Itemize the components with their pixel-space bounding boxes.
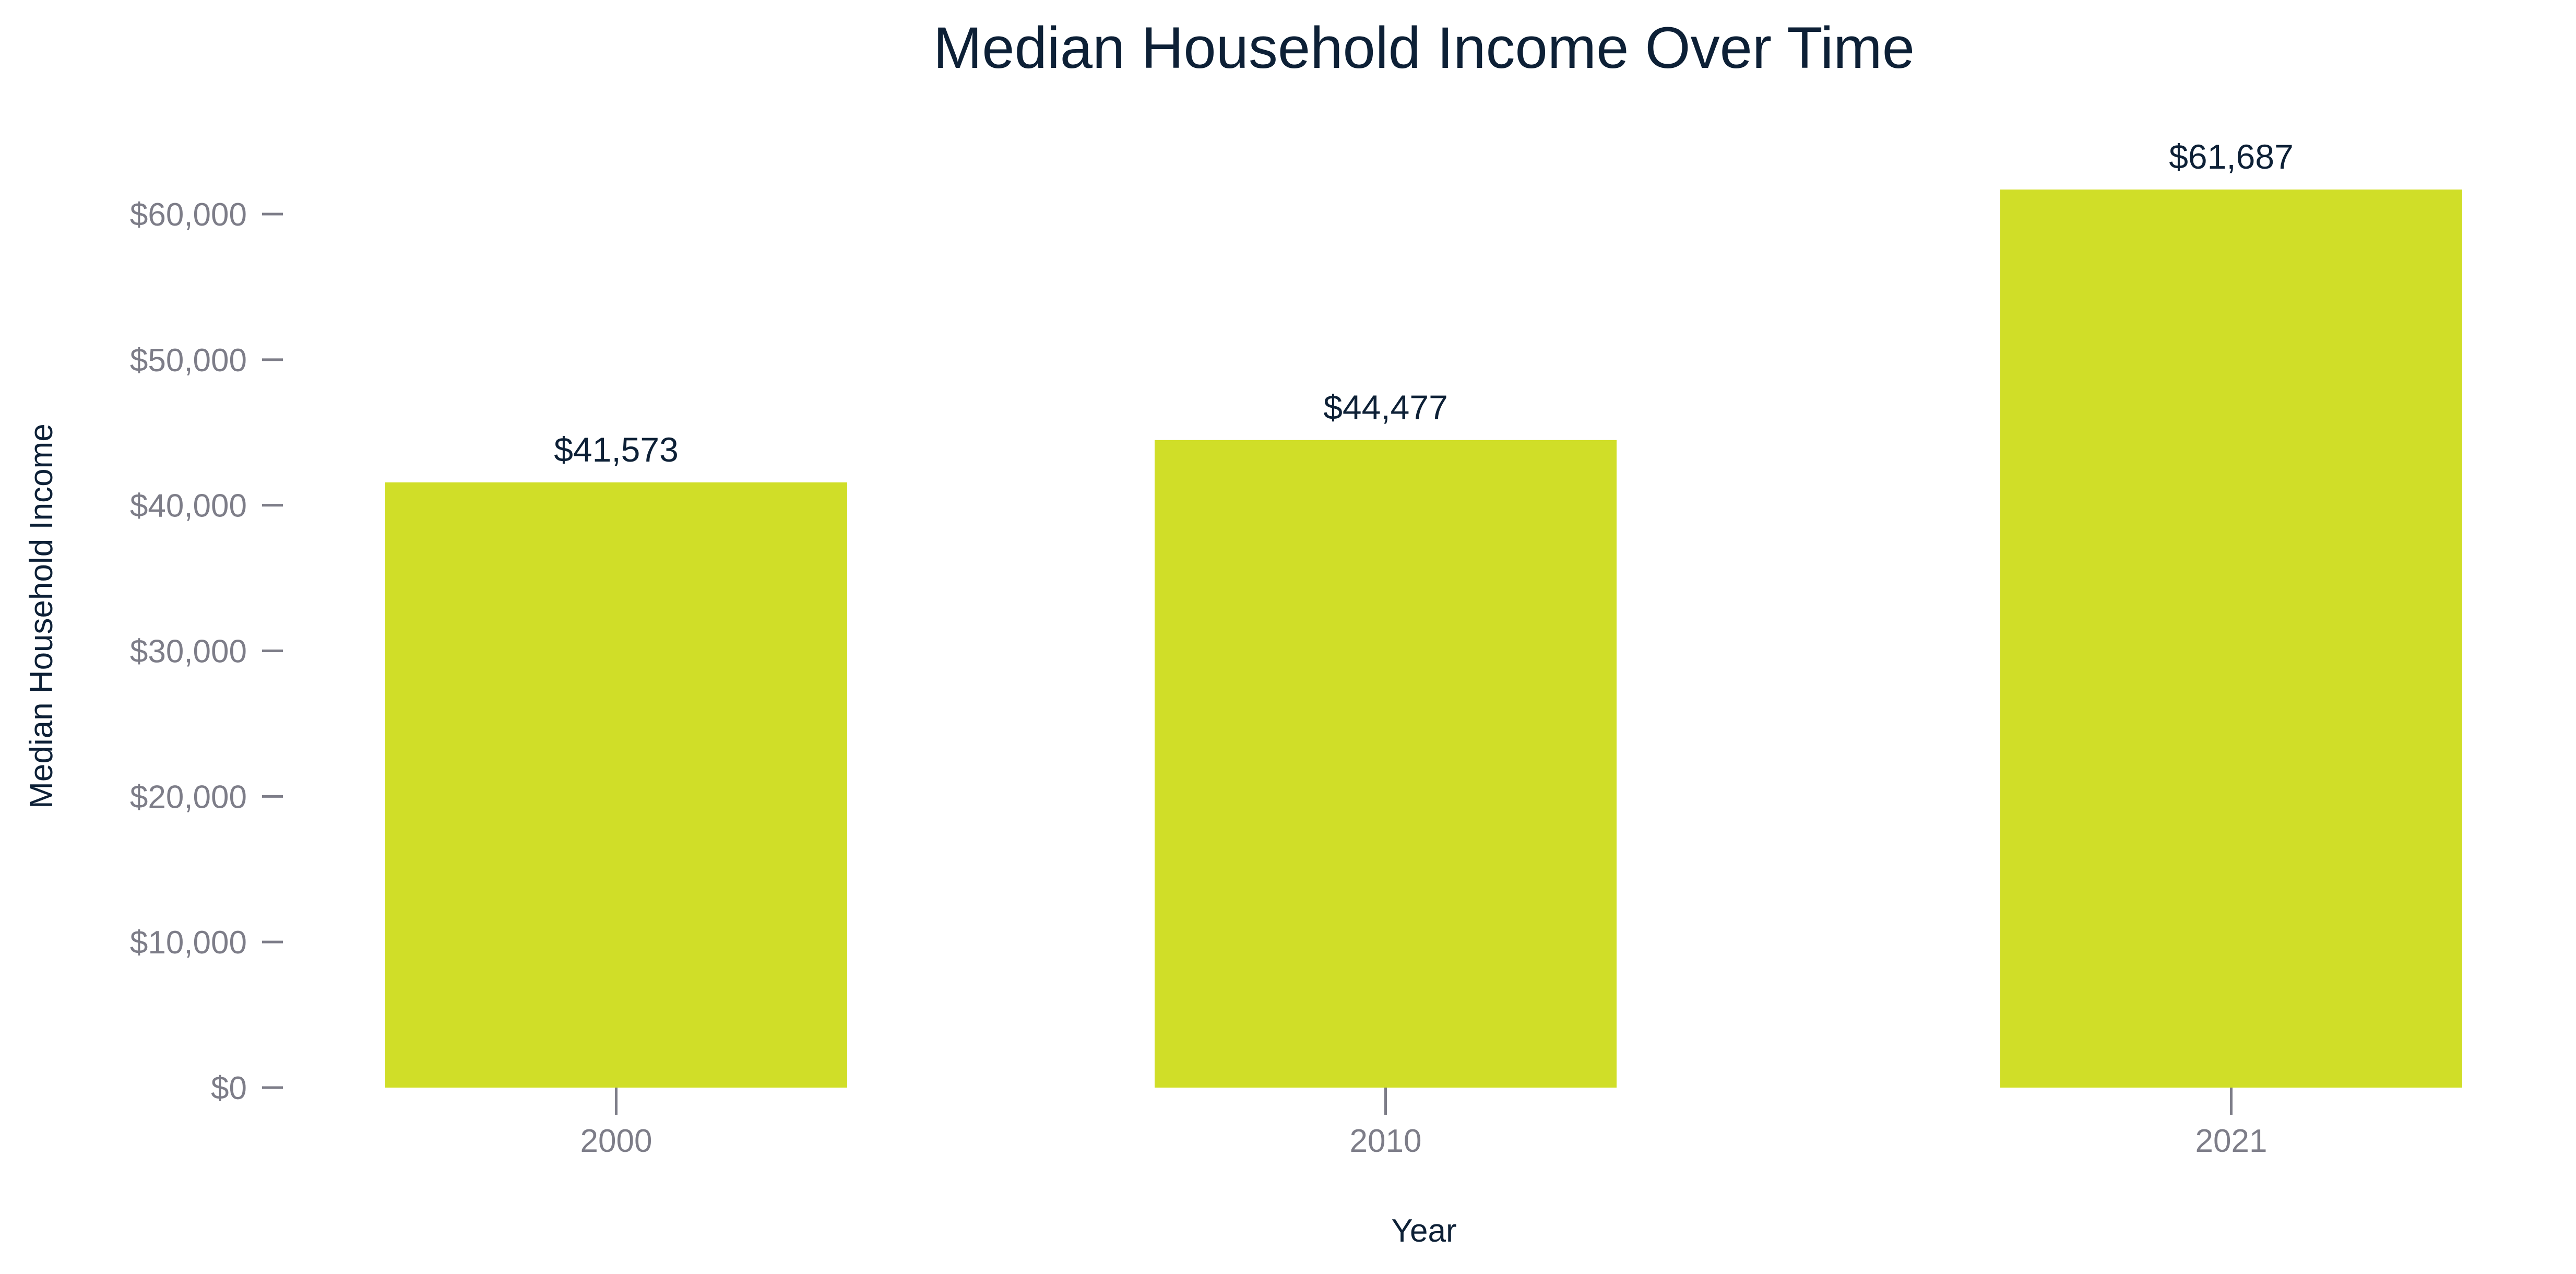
x-axis: 2000 2010 2021: [580, 1088, 2268, 1159]
y-tick-label: $30,000: [130, 634, 247, 670]
y-tick-label: $10,000: [130, 925, 247, 961]
data-labels-group: $41,573 $44,477 $61,687: [554, 137, 2294, 469]
data-label-2021: $61,687: [2169, 137, 2294, 176]
x-tick-label: 2000: [580, 1123, 652, 1159]
bar-2010: [1155, 440, 1617, 1088]
x-axis-title: Year: [1391, 1213, 1456, 1249]
chart-title: Median Household Income Over Time: [933, 15, 1915, 80]
y-axis-title: Median Household Income: [23, 423, 60, 809]
data-label-2000: $41,573: [554, 430, 679, 469]
y-tick-label: $40,000: [130, 488, 247, 524]
bars-group: [385, 189, 2462, 1088]
y-axis: $0 $10,000 $20,000 $30,000 $40,000 $50,000 $60…: [130, 197, 283, 1106]
data-label-2010: $44,477: [1323, 388, 1448, 427]
y-tick-label: $0: [211, 1070, 247, 1106]
y-tick-label: $60,000: [130, 197, 247, 233]
x-tick-label: 2021: [2195, 1123, 2268, 1159]
y-tick-label: $50,000: [130, 343, 247, 379]
bar-2000: [385, 482, 847, 1088]
y-tick-label: $20,000: [130, 779, 247, 815]
bar-2021: [2000, 189, 2462, 1088]
x-tick-label: 2010: [1350, 1123, 1422, 1159]
